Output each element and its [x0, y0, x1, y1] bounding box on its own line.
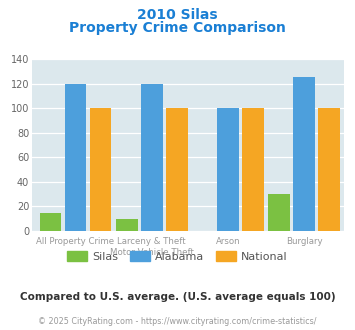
Bar: [39, 213, 61, 231]
Bar: [217, 109, 239, 231]
Text: Property Crime Comparison: Property Crime Comparison: [69, 21, 286, 35]
Legend: Silas, Alabama, National: Silas, Alabama, National: [63, 247, 292, 267]
Bar: [166, 109, 187, 231]
Bar: [116, 219, 137, 231]
Bar: [242, 109, 264, 231]
Bar: [141, 84, 163, 231]
Bar: [318, 109, 340, 231]
Bar: [268, 194, 290, 231]
Bar: [293, 77, 315, 231]
Text: 2010 Silas: 2010 Silas: [137, 8, 218, 22]
Text: Compared to U.S. average. (U.S. average equals 100): Compared to U.S. average. (U.S. average …: [20, 292, 335, 302]
Bar: [90, 109, 111, 231]
Bar: [65, 84, 86, 231]
Text: © 2025 CityRating.com - https://www.cityrating.com/crime-statistics/: © 2025 CityRating.com - https://www.city…: [38, 317, 317, 326]
